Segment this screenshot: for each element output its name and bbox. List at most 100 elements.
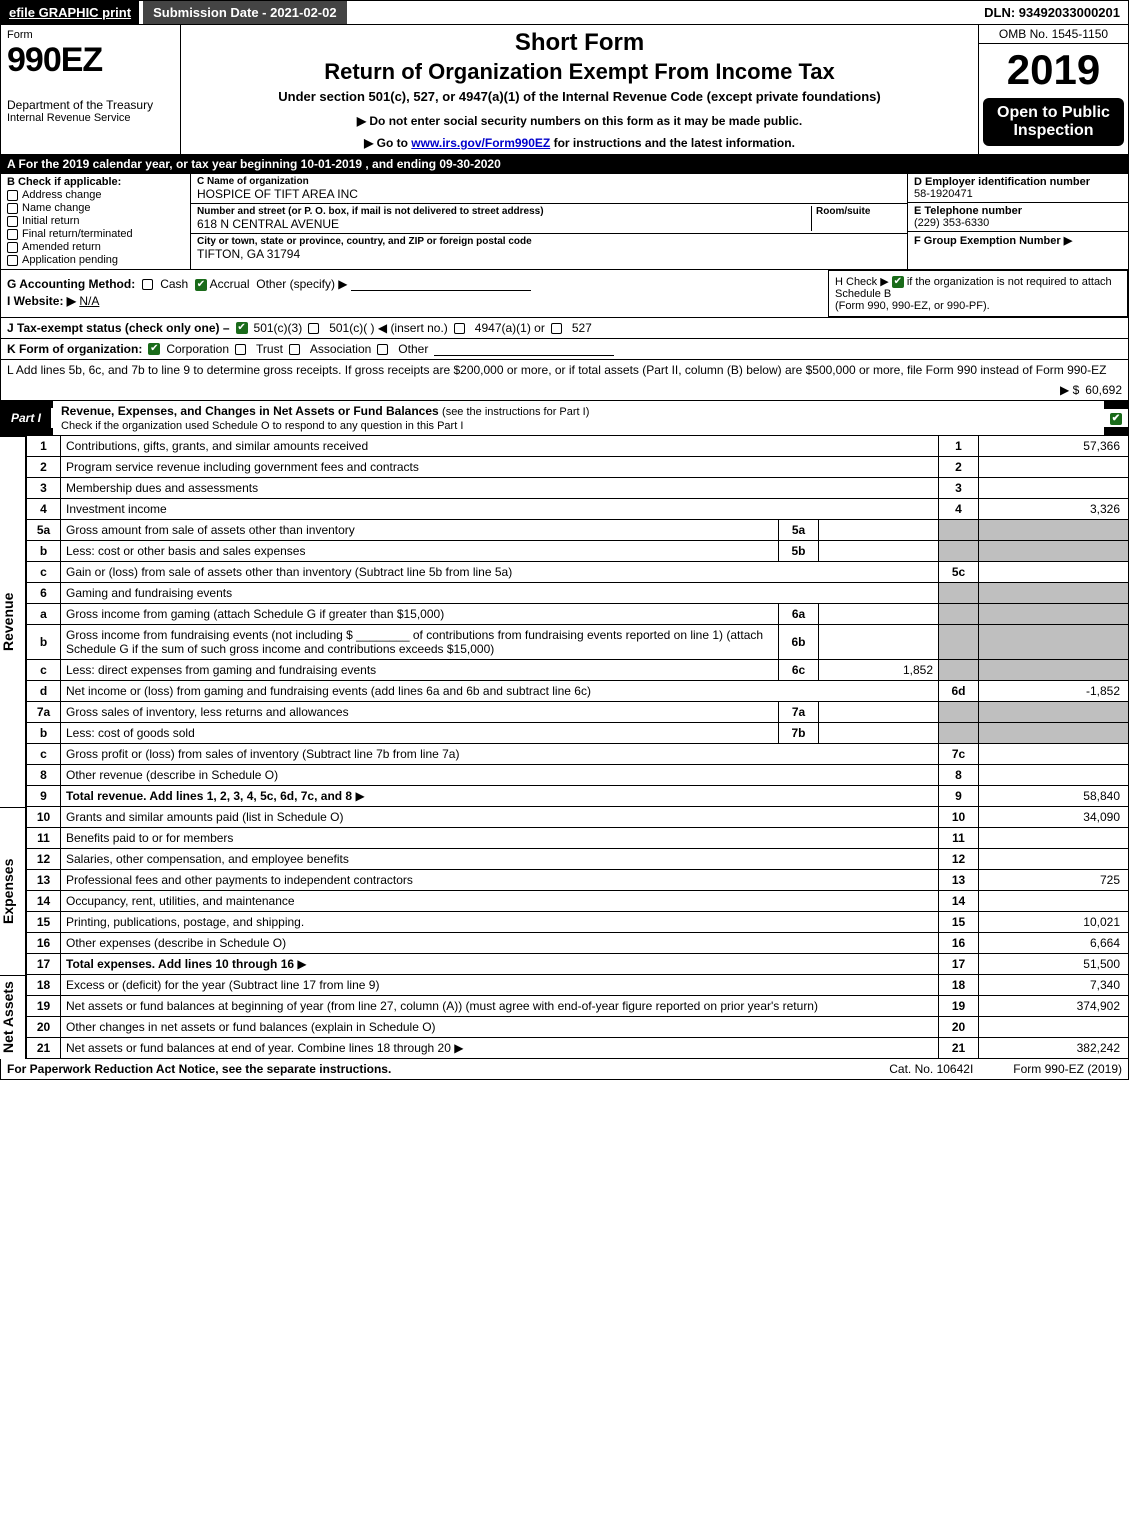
line-13: 13Professional fees and other payments t… — [27, 870, 1129, 891]
sub-amount — [819, 625, 939, 660]
opt-association: Association — [310, 342, 371, 356]
line-desc: Other revenue (describe in Schedule O) — [66, 768, 278, 782]
l-text: L Add lines 5b, 6c, and 7b to line 9 to … — [7, 363, 1106, 377]
checkbox-icon[interactable] — [377, 344, 388, 355]
chk-initial-return[interactable]: Initial return — [7, 215, 184, 227]
line-num: d — [27, 681, 61, 702]
line-desc: Gross amount from sale of assets other t… — [66, 523, 355, 537]
line-desc: Occupancy, rent, utilities, and maintena… — [66, 894, 295, 908]
k-other-field[interactable] — [434, 342, 614, 356]
checkbox-icon[interactable] — [289, 344, 300, 355]
line-num: 18 — [27, 975, 61, 996]
sub-ref: 6c — [779, 660, 819, 681]
checkbox-checked-icon[interactable]: ✔ — [148, 343, 160, 355]
k-row: K Form of organization: ✔Corporation Tru… — [0, 339, 1129, 360]
line-4: 4Investment income43,326 — [27, 499, 1129, 520]
shaded-cell — [979, 520, 1129, 541]
opt-501c3: 501(c)(3) — [254, 321, 303, 335]
form-header-right: OMB No. 1545-1150 2019 Open to Public In… — [978, 25, 1128, 154]
line-6a: aGross income from gaming (attach Schedu… — [27, 604, 1129, 625]
tax-year: 2019 — [979, 44, 1128, 96]
checkbox-icon[interactable] — [551, 323, 562, 334]
checkbox-icon[interactable] — [235, 344, 246, 355]
box-b-title: B Check if applicable: — [7, 176, 184, 188]
info-block: B Check if applicable: Address change Na… — [0, 174, 1129, 270]
checkbox-checked-icon[interactable]: ✔ — [236, 322, 248, 334]
shaded-cell — [979, 583, 1129, 604]
net-assets-table: 18Excess or (deficit) for the year (Subt… — [26, 975, 1129, 1059]
efile-print-link[interactable]: efile GRAPHIC print — [1, 1, 139, 24]
other-specify-field[interactable] — [351, 277, 531, 291]
line-num: 8 — [27, 765, 61, 786]
cat-no: Cat. No. 10642I — [889, 1062, 973, 1076]
line-14: 14Occupancy, rent, utilities, and mainte… — [27, 891, 1129, 912]
checkbox-checked-icon[interactable]: ✔ — [892, 276, 904, 288]
goto-post: for instructions and the latest informat… — [550, 136, 795, 150]
line-amount — [979, 457, 1129, 478]
line-ref: 11 — [939, 828, 979, 849]
line-ref: 9 — [939, 786, 979, 807]
line-amount — [979, 765, 1129, 786]
shaded-cell — [979, 541, 1129, 562]
line-11: 11Benefits paid to or for members11 — [27, 828, 1129, 849]
line-amount — [979, 478, 1129, 499]
line-amount — [979, 849, 1129, 870]
g-i-left: G Accounting Method: Cash ✔ Accrual Othe… — [1, 270, 828, 317]
chk-name-change[interactable]: Name change — [7, 202, 184, 214]
opt-accrual: Accrual — [210, 277, 250, 291]
open-to-public-badge: Open to Public Inspection — [983, 98, 1124, 146]
chk-label: Amended return — [22, 241, 101, 253]
shaded-cell — [939, 625, 979, 660]
shaded-cell — [939, 520, 979, 541]
checkbox-icon[interactable] — [308, 323, 319, 334]
line-19: 19Net assets or fund balances at beginni… — [27, 996, 1129, 1017]
checkbox-icon[interactable] — [454, 323, 465, 334]
net-assets-side-label: Net Assets — [0, 975, 26, 1059]
line-7c: cGross profit or (loss) from sales of in… — [27, 744, 1129, 765]
chk-amended-return[interactable]: Amended return — [7, 241, 184, 253]
chk-final-return[interactable]: Final return/terminated — [7, 228, 184, 240]
website-value: N/A — [79, 294, 99, 308]
line-amount — [979, 891, 1129, 912]
box-b: B Check if applicable: Address change Na… — [1, 174, 191, 269]
addr-label: Number and street (or P. O. box, if mail… — [197, 206, 811, 217]
goto-link[interactable]: www.irs.gov/Form990EZ — [411, 136, 550, 150]
line-7a: 7aGross sales of inventory, less returns… — [27, 702, 1129, 723]
city-label: City or town, state or province, country… — [197, 236, 901, 247]
opt-cash: Cash — [160, 277, 188, 291]
checkbox-icon[interactable] — [142, 279, 153, 290]
line-desc: Other changes in net assets or fund bala… — [66, 1020, 436, 1034]
line-num: 17 — [27, 954, 61, 975]
line-desc: Gross income from gaming (attach Schedul… — [66, 607, 444, 621]
irs-label: Internal Revenue Service — [7, 112, 174, 124]
line-ref: 4 — [939, 499, 979, 520]
line-amount — [979, 562, 1129, 583]
sub-ref: 6a — [779, 604, 819, 625]
chk-application-pending[interactable]: Application pending — [7, 254, 184, 266]
line-num: 10 — [27, 807, 61, 828]
chk-address-change[interactable]: Address change — [7, 189, 184, 201]
line-desc: Net assets or fund balances at beginning… — [66, 999, 818, 1013]
form-page-ref: Form 990-EZ (2019) — [1013, 1062, 1122, 1076]
opt-trust: Trust — [256, 342, 283, 356]
line-amount: 725 — [979, 870, 1129, 891]
part1-title-text: Revenue, Expenses, and Changes in Net As… — [61, 404, 439, 418]
chk-label: Name change — [22, 202, 91, 214]
l-amount-label: ▶ $ — [1060, 383, 1079, 397]
line-ref: 6d — [939, 681, 979, 702]
line-amount: 382,242 — [979, 1038, 1129, 1059]
line-15: 15Printing, publications, postage, and s… — [27, 912, 1129, 933]
part1-schedule-o-check[interactable]: ✔ — [1104, 409, 1128, 427]
form-header-center: Short Form Return of Organization Exempt… — [181, 25, 978, 154]
part1-sub: (see the instructions for Part I) — [442, 406, 589, 418]
l-row: L Add lines 5b, 6c, and 7b to line 9 to … — [0, 360, 1129, 401]
checkbox-checked-icon[interactable]: ✔ — [195, 279, 207, 291]
line-ref: 16 — [939, 933, 979, 954]
line-desc: Membership dues and assessments — [66, 481, 258, 495]
line-ref: 5c — [939, 562, 979, 583]
shaded-cell — [979, 604, 1129, 625]
checkbox-icon — [7, 229, 18, 240]
line-5c: cGain or (loss) from sale of assets othe… — [27, 562, 1129, 583]
line-amount: 51,500 — [979, 954, 1129, 975]
line-desc: Less: cost of goods sold — [66, 726, 195, 740]
